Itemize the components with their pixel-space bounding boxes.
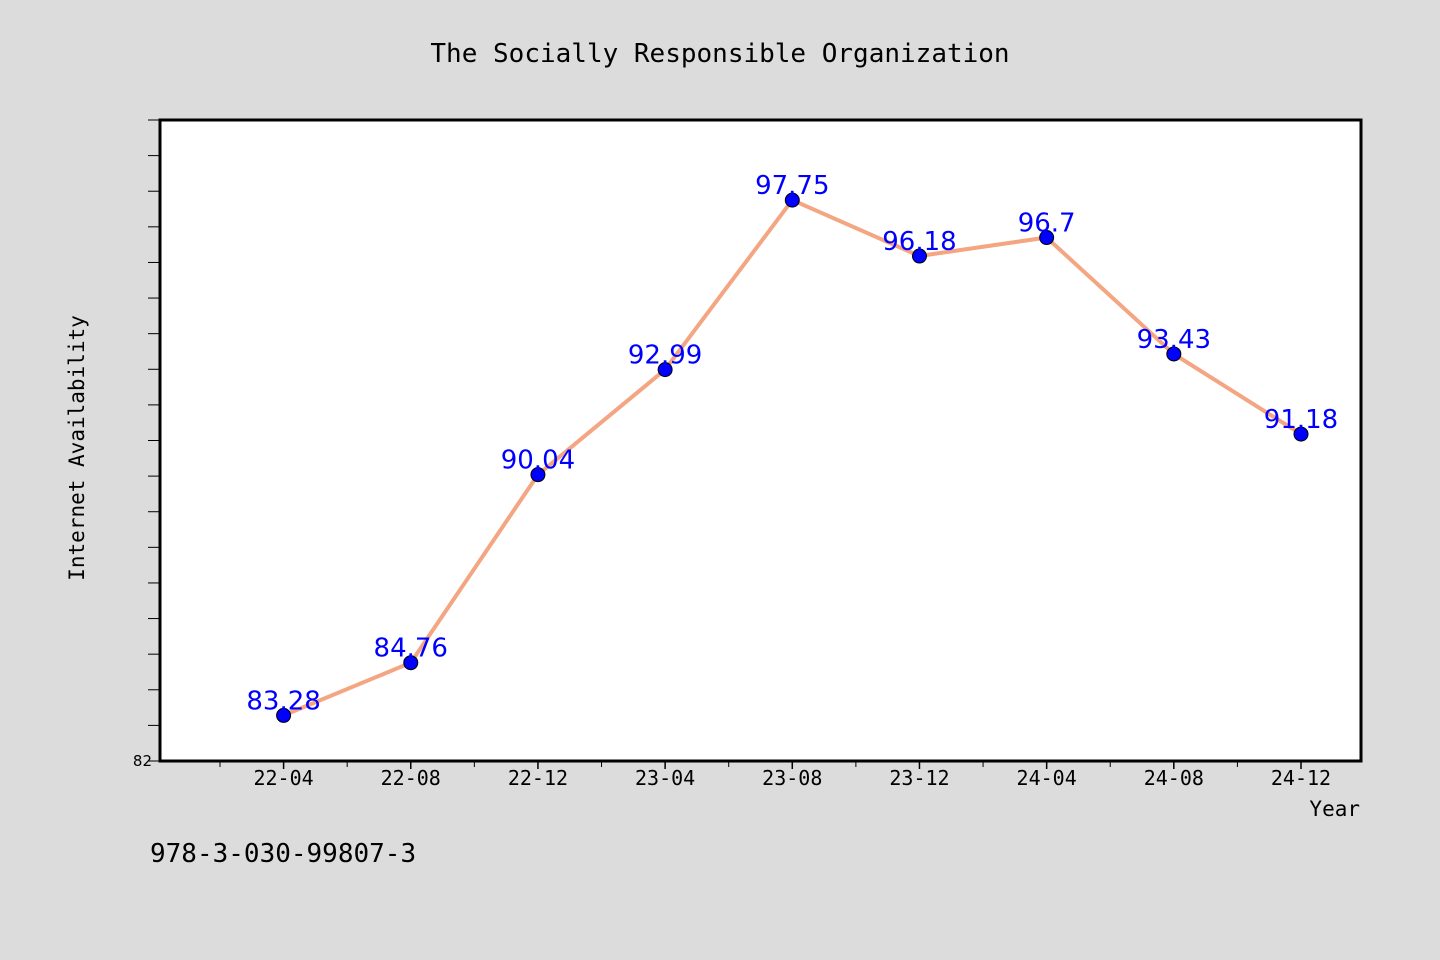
data-label: 83.28 (246, 686, 320, 716)
data-label: 96.18 (882, 227, 956, 257)
data-point (276, 707, 292, 723)
data-point (1039, 230, 1055, 246)
x-tick-label: 24-08 (1144, 766, 1204, 790)
y-axis-ticks (148, 119, 160, 762)
data-point (530, 467, 546, 483)
footer-isbn: 978-3-030-99807-3 (150, 839, 416, 869)
y-axis-title: Internet Availability (65, 315, 89, 581)
data-label: 84.76 (374, 634, 448, 664)
data-point (784, 192, 800, 208)
data-label: 97.75 (755, 171, 829, 201)
x-tick-label: 23-04 (635, 766, 695, 790)
data-label: 93.43 (1137, 325, 1211, 355)
x-tick-label: 22-08 (381, 766, 441, 790)
x-axis-ticks: 22-04 22-08 22-12 23-04 23-08 23-12 24-04 24-08… (219, 761, 1331, 790)
x-axis-title: Year (1309, 797, 1360, 821)
data-label: 96.7 (1018, 209, 1076, 239)
x-tick-label: 23-12 (889, 766, 949, 790)
x-tick-label: 23-08 (762, 766, 822, 790)
data-label: 92.99 (628, 341, 702, 371)
data-point (1166, 346, 1182, 362)
data-point (657, 362, 673, 378)
y-tick-label: 82 (133, 752, 152, 770)
plot-area (160, 120, 1361, 761)
data-label: 91.18 (1264, 405, 1338, 435)
chart-title: The Socially Responsible Organization (430, 39, 1009, 69)
series-markers (276, 192, 1309, 723)
x-tick-label: 24-12 (1271, 766, 1331, 790)
x-tick-label: 22-04 (253, 766, 313, 790)
data-labels: 83.28 84.76 90.04 92.99 97.75 96.18 96.7 93.43 9… (246, 171, 1338, 716)
data-point (403, 655, 419, 671)
data-point (911, 248, 927, 264)
x-tick-label: 24-04 (1017, 766, 1077, 790)
plot-border (158, 118, 1363, 763)
data-label: 90.04 (501, 446, 575, 476)
x-tick-label: 22-12 (508, 766, 568, 790)
data-point (1293, 426, 1309, 442)
